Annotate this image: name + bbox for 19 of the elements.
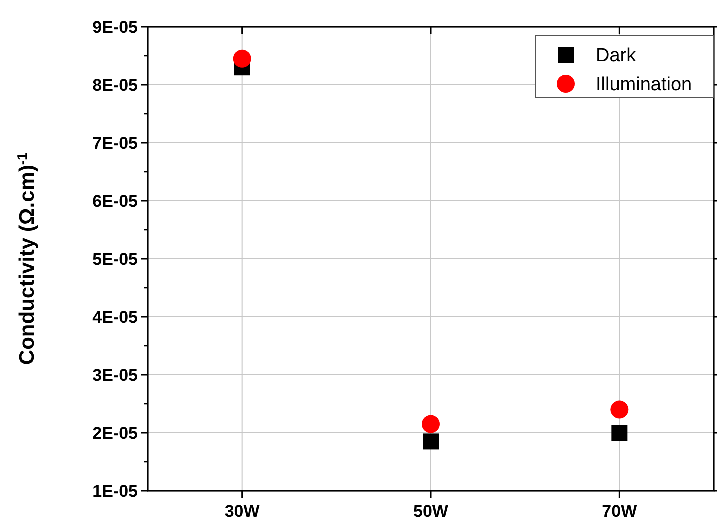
x-tick-label: 50W [414, 502, 450, 521]
point [422, 415, 440, 434]
y-tick-label: 6E-05 [92, 192, 138, 211]
y-tick-label: 4E-05 [92, 308, 138, 327]
y-tick-label: 2E-05 [92, 424, 138, 443]
x-tick-label: 70W [602, 502, 638, 521]
point [612, 425, 628, 441]
y-tick-label: 9E-05 [92, 18, 138, 37]
y-tick-label: 3E-05 [92, 366, 138, 385]
point [610, 400, 629, 419]
y-tick-label: 7E-05 [92, 134, 138, 153]
x-tick-label: 30W [224, 502, 261, 521]
legend-label: Dark [596, 46, 637, 67]
point [233, 50, 252, 68]
y-tick-label: 8E-05 [92, 76, 138, 95]
legend-label: Illumination [596, 74, 692, 96]
y-tick-label: 1E-05 [92, 482, 138, 501]
point [423, 434, 439, 450]
y-tick-label: 5E-05 [92, 250, 138, 269]
